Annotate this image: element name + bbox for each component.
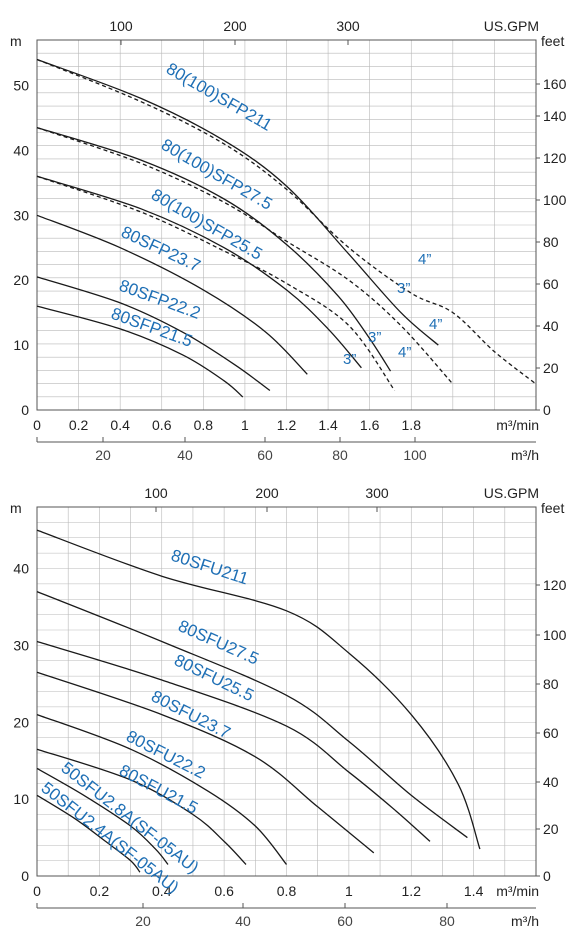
c1-x2-tick-label: 40 xyxy=(235,913,251,929)
c1-y-tick-label: 20 xyxy=(13,714,29,730)
c0-plot-frame xyxy=(36,39,537,411)
c1-y2-tick-label: 20 xyxy=(543,821,559,837)
c0-x-tick-label: 0.2 xyxy=(69,417,89,433)
c0-series-line xyxy=(36,214,308,375)
c0-x-tick-label: 0.6 xyxy=(152,417,172,433)
c1-x-tick-label: 1 xyxy=(345,883,353,899)
c0-y-tick-label: 10 xyxy=(13,337,29,353)
c0-series-line xyxy=(36,305,244,398)
c1-y2-tick-label: 0 xyxy=(543,868,551,884)
c0-x3-axis-label: US.GPM xyxy=(484,18,539,34)
c1-y-tick-label: 30 xyxy=(13,637,29,653)
c1-series-line xyxy=(36,713,288,865)
c0-x-axis-label: m³/min xyxy=(496,417,539,433)
c0-x-tick-label: 0 xyxy=(33,417,41,433)
c0-y2-tick-label: 20 xyxy=(543,360,559,376)
c1-x3-tick-label: 100 xyxy=(144,485,168,501)
c0-y2-tick-label: 160 xyxy=(543,76,567,92)
c0-y2-axis-label: feet xyxy=(541,33,564,49)
c0-x2-tick-label: 40 xyxy=(177,447,193,463)
c1-plot-frame xyxy=(36,506,537,877)
c0-y2-tick-label: 0 xyxy=(543,402,551,418)
c1-series-line xyxy=(36,640,431,842)
c1-series-line xyxy=(36,767,169,865)
c1-x-tick-label: 0 xyxy=(33,883,41,899)
c0-x2-tick-label: 60 xyxy=(257,447,273,463)
c1-x-axis-label: m³/min xyxy=(496,883,539,899)
c0-y2-tick-label: 60 xyxy=(543,276,559,292)
c1-y2-tick-label: 40 xyxy=(543,774,559,790)
c0-pipe-size-annotation: 3” xyxy=(343,351,356,368)
c0-x-tick-label: 1.4 xyxy=(318,417,338,433)
c1-series-line xyxy=(36,590,468,839)
c0-x2-tick-label: 100 xyxy=(403,447,427,463)
c0-pipe-size-annotation: 3” xyxy=(397,280,410,297)
c0-series-line xyxy=(36,126,392,372)
c0-x2-axis-label: m³/h xyxy=(511,447,539,463)
c1-x-tick-label: 1.2 xyxy=(402,883,422,899)
c1-x-tick-label: 0.8 xyxy=(277,883,297,899)
c1-x-tick-label: 1.4 xyxy=(464,883,484,899)
c1-y-tick-label: 0 xyxy=(21,868,29,884)
c0-x-tick-label: 0.4 xyxy=(110,417,130,433)
c1-y2-tick-label: 100 xyxy=(543,627,567,643)
c0-x3-tick-label: 100 xyxy=(109,18,133,34)
c0-y2-tick-label: 100 xyxy=(543,192,567,208)
c1-series-line xyxy=(36,529,481,850)
c0-y2-tick-label: 80 xyxy=(543,234,559,250)
c1-series-line xyxy=(36,794,141,873)
c0-pipe-size-annotation: 4” xyxy=(398,344,411,361)
c1-series-line xyxy=(36,671,375,854)
c0-x3-tick-label: 200 xyxy=(223,18,247,34)
c0-series-line xyxy=(36,58,439,346)
c1-y2-tick-label: 80 xyxy=(543,676,559,692)
c0-y-tick-label: 40 xyxy=(13,142,29,158)
c0-x-tick-label: 0.8 xyxy=(194,417,214,433)
c0-pipe-size-annotation: 3” xyxy=(368,329,381,346)
c0-series-line xyxy=(36,175,362,369)
c1-x2-tick-label: 20 xyxy=(135,913,151,929)
c0-y-tick-label: 50 xyxy=(13,77,29,93)
c1-y2-tick-label: 60 xyxy=(543,725,559,741)
c0-series-line xyxy=(36,58,537,385)
c1-y-tick-label: 10 xyxy=(13,791,29,807)
c0-series-line xyxy=(36,175,396,391)
c0-y2-tick-label: 140 xyxy=(543,108,567,124)
c1-y-tick-label: 40 xyxy=(13,561,29,577)
c0-y-axis-label: m xyxy=(10,33,22,49)
c0-x2-tick-label: 80 xyxy=(332,447,348,463)
c0-series-line xyxy=(36,276,271,392)
c1-x-tick-label: 0.2 xyxy=(90,883,110,899)
c0-pipe-size-annotation: 4” xyxy=(429,316,442,333)
c1-x2-tick-label: 80 xyxy=(439,913,455,929)
c0-x2-tick-label: 20 xyxy=(95,447,111,463)
c0-x-tick-label: 1 xyxy=(241,417,249,433)
c0-y2-tick-label: 120 xyxy=(543,150,567,166)
c1-x2-axis-label: m³/h xyxy=(511,913,539,929)
c1-x-tick-label: 0.4 xyxy=(152,883,172,899)
c0-y-tick-label: 0 xyxy=(21,402,29,418)
c0-y-tick-label: 30 xyxy=(13,207,29,223)
c0-y2-tick-label: 40 xyxy=(543,318,559,334)
c1-x3-axis-label: US.GPM xyxy=(484,485,539,501)
c1-y-axis-label: m xyxy=(10,500,22,516)
c0-x-tick-label: 1.6 xyxy=(360,417,380,433)
c0-x3-tick-label: 300 xyxy=(336,18,360,34)
c1-series-line xyxy=(36,748,247,865)
c1-y2-axis-label: feet xyxy=(541,500,564,516)
c1-x3-tick-label: 200 xyxy=(255,485,279,501)
c0-y-tick-label: 20 xyxy=(13,272,29,288)
c0-x-tick-label: 1.8 xyxy=(402,417,422,433)
c0-x-tick-label: 1.2 xyxy=(277,417,297,433)
c1-x-tick-label: 0.6 xyxy=(214,883,234,899)
c1-x2-tick-label: 60 xyxy=(337,913,353,929)
c0-pipe-size-annotation: 4” xyxy=(418,251,431,268)
c1-y2-tick-label: 120 xyxy=(543,577,567,593)
c0-series-label: 80(100)SFP211 xyxy=(163,59,275,135)
c1-x3-tick-label: 300 xyxy=(365,485,389,501)
